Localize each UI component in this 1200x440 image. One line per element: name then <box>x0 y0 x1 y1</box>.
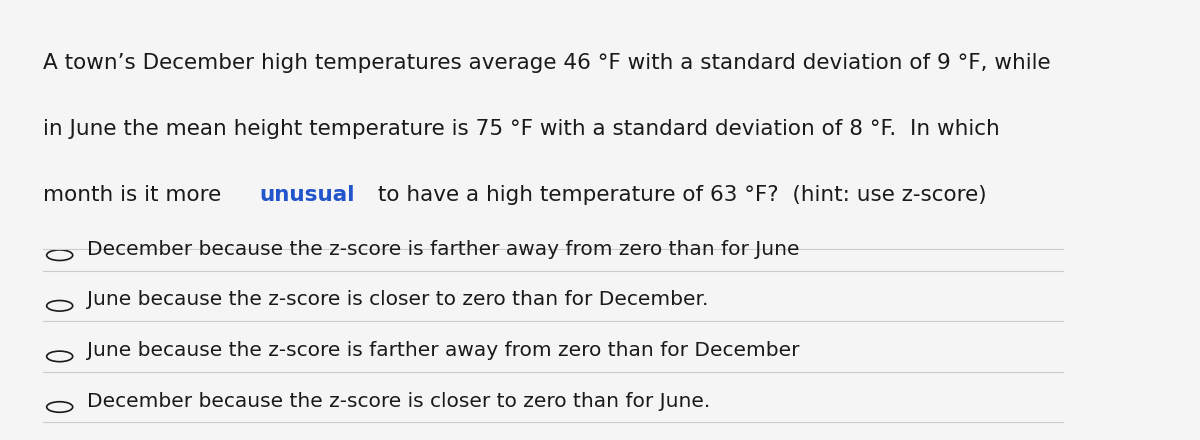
Text: month is it more: month is it more <box>43 185 228 205</box>
Text: December because the z-score is farther away from zero than for June: December because the z-score is farther … <box>86 240 799 259</box>
Text: to have a high temperature of 63 °F?  (hint: use z-score): to have a high temperature of 63 °F? (hi… <box>371 185 986 205</box>
Text: A town’s December high temperatures average 46 °F with a standard deviation of 9: A town’s December high temperatures aver… <box>43 53 1051 73</box>
Text: June because the z-score is closer to zero than for December.: June because the z-score is closer to ze… <box>86 290 708 309</box>
Text: unusual: unusual <box>259 185 355 205</box>
Text: December because the z-score is closer to zero than for June.: December because the z-score is closer t… <box>86 392 710 411</box>
Text: June because the z-score is farther away from zero than for December: June because the z-score is farther away… <box>86 341 799 360</box>
Text: in June the mean height temperature is 75 °F with a standard deviation of 8 °F. : in June the mean height temperature is 7… <box>43 119 1000 139</box>
